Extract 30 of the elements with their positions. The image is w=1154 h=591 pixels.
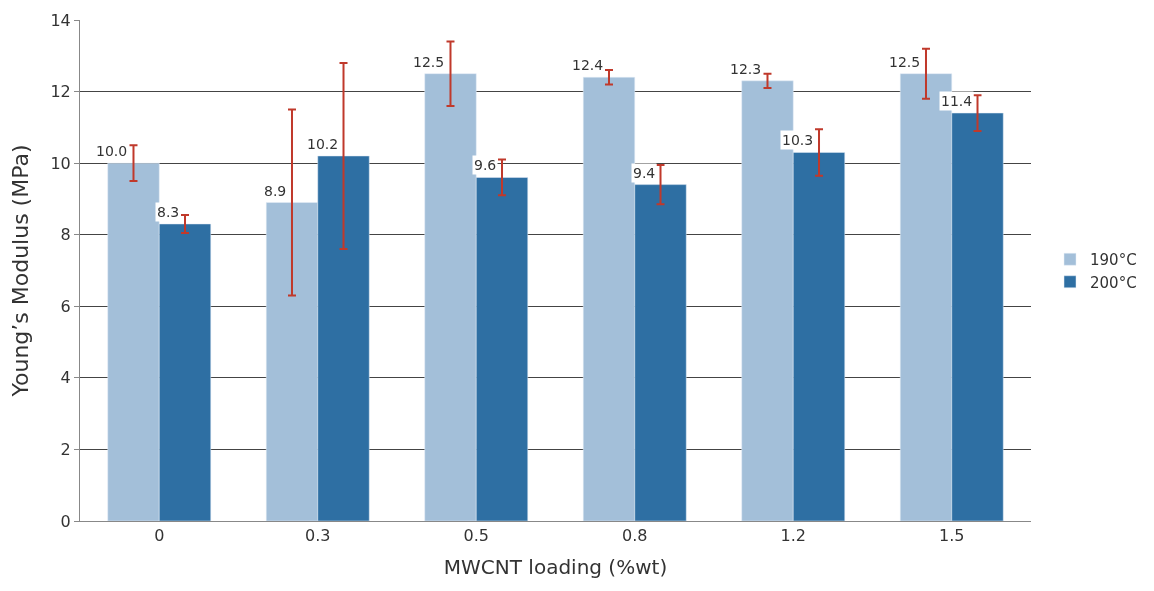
y-tick-label: 10 — [50, 153, 71, 173]
data-label: 8.9 — [264, 183, 287, 199]
y-tick-label: 12 — [50, 82, 71, 102]
x-tick-label: 0.3 — [305, 526, 331, 546]
y-tick-label: 14 — [50, 10, 71, 30]
x-axis-title: MWCNT loading (%wt) — [443, 554, 668, 579]
x-tick-label: 1.5 — [939, 526, 965, 546]
x-tick-label: 0.8 — [622, 526, 648, 546]
x-tick-label: 1.2 — [780, 526, 806, 546]
legend-label: 190°C — [1090, 251, 1137, 270]
x-tick-label: 0.5 — [463, 526, 489, 546]
data-label: 9.4 — [633, 165, 656, 181]
data-label: 12.5 — [889, 54, 921, 70]
data-label: 8.3 — [157, 204, 180, 220]
data-label: 10.0 — [96, 143, 128, 159]
y-tick-label: 4 — [60, 368, 71, 388]
y-tick-label: 0 — [60, 511, 71, 531]
y-tick-label: 2 — [60, 440, 71, 460]
data-label: 12.3 — [730, 61, 762, 77]
x-tick-label: 0 — [154, 526, 165, 546]
data-label: 10.3 — [782, 132, 814, 148]
y-axis-title: Young’s Modulus (MPa) — [8, 144, 34, 398]
y-tick-label: 8 — [60, 225, 71, 245]
data-label: 11.4 — [941, 93, 973, 109]
legend-label: 200°C — [1090, 273, 1137, 292]
y-tick-label: 6 — [60, 296, 71, 316]
data-label: 9.6 — [474, 157, 497, 173]
data-label: 12.5 — [413, 54, 445, 70]
data-label: 12.4 — [572, 57, 604, 73]
data-label: 10.2 — [307, 136, 339, 152]
